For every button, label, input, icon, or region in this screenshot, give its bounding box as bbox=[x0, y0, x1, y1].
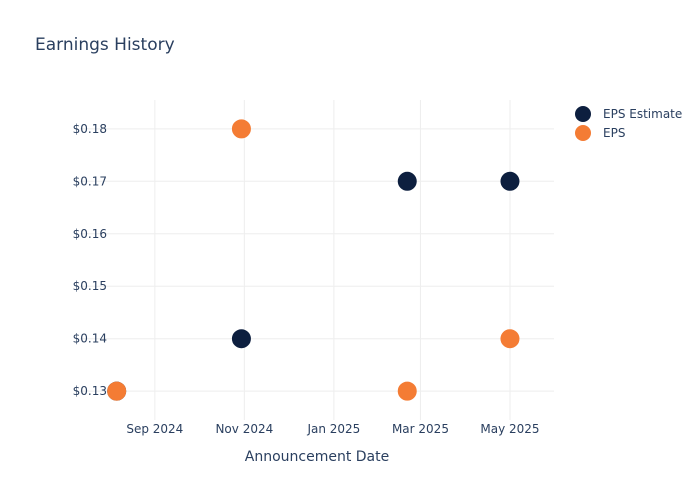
eps-point[interactable] bbox=[397, 381, 417, 401]
eps-estimate-point[interactable] bbox=[397, 171, 417, 191]
y-tick-label: $0.14 bbox=[73, 332, 107, 346]
y-tick-label: $0.18 bbox=[73, 122, 107, 136]
eps-point[interactable] bbox=[231, 119, 251, 139]
y-tick-label: $0.16 bbox=[73, 227, 107, 241]
legend-item[interactable]: EPS Estimate bbox=[575, 106, 682, 122]
chart-title: Earnings History bbox=[35, 35, 175, 55]
y-tick-label: $0.15 bbox=[73, 279, 107, 293]
y-tick-label: $0.17 bbox=[73, 174, 107, 188]
eps-point[interactable] bbox=[107, 381, 127, 401]
legend-label: EPS Estimate bbox=[603, 107, 682, 121]
x-tick-label: Sep 2024 bbox=[126, 422, 183, 436]
x-axis-title: Announcement Date bbox=[245, 449, 389, 465]
x-tick-label: Mar 2025 bbox=[392, 422, 449, 436]
x-tick-label: Jan 2025 bbox=[306, 422, 360, 436]
eps-point[interactable] bbox=[500, 329, 520, 349]
y-tick-label: $0.13 bbox=[73, 384, 107, 398]
legend-item[interactable]: EPS bbox=[575, 125, 625, 141]
data-points bbox=[107, 119, 520, 401]
y-axis-ticks: $0.13 $0.14 $0.15 $0.16 $0.17 $0.18 bbox=[73, 122, 107, 398]
legend-marker bbox=[575, 125, 591, 141]
legend-marker bbox=[575, 106, 591, 122]
x-tick-label: Nov 2024 bbox=[215, 422, 273, 436]
legend-label: EPS bbox=[603, 126, 625, 140]
legend[interactable]: EPS Estimate EPS bbox=[575, 106, 682, 141]
x-tick-label: May 2025 bbox=[480, 422, 539, 436]
grid-layer bbox=[80, 100, 554, 420]
eps-estimate-point[interactable] bbox=[231, 329, 251, 349]
eps-estimate-point[interactable] bbox=[500, 171, 520, 191]
x-axis-ticks: Sep 2024 Nov 2024 Jan 2025 Mar 2025 May 2025 bbox=[126, 422, 539, 436]
